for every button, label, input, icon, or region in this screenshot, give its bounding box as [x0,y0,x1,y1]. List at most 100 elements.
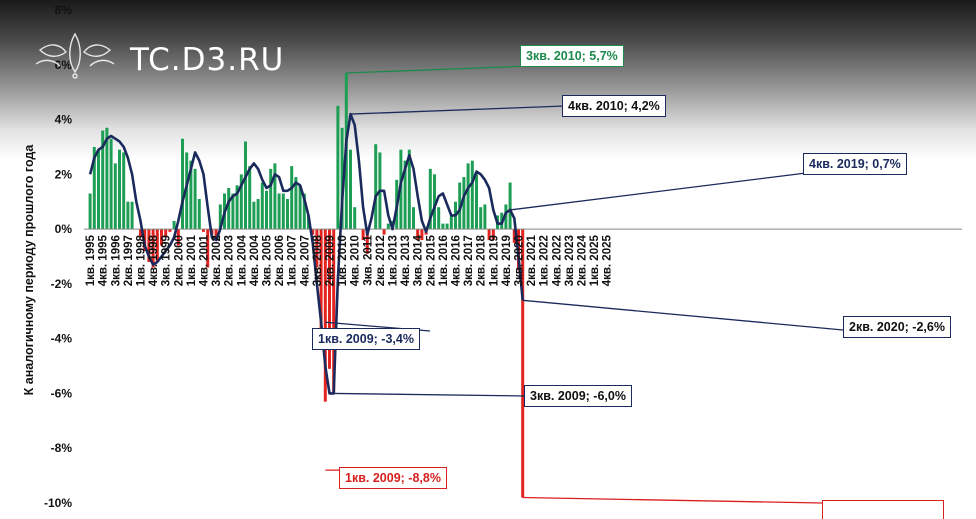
bar [126,202,129,229]
leader-line [346,66,530,73]
bar [278,194,281,230]
bar [387,224,390,229]
bar [248,166,251,229]
bar [261,183,264,230]
annotation-trend-1q2009: 1кв. 2009; -3,4% [312,328,420,350]
y-tick-label: 0% [55,222,73,236]
leaf-wreath-icon [30,28,120,88]
y-tick-label: 4% [55,113,73,127]
x-tick-label: 4кв. 2022 [551,235,563,286]
bar [286,199,289,229]
watermark-logo: TC.D3.RU [30,28,300,98]
annotation-trend-2019: 4кв. 2019; 0,7% [803,153,907,175]
x-tick-label: 4кв. 2016 [451,235,463,286]
x-tick-label: 1кв. 2007 [287,235,299,286]
bar [467,163,470,229]
bar [441,224,444,229]
y-tick-label: 8% [55,3,73,17]
y-tick-label: -8% [51,441,73,455]
x-tick-label: 1кв. 2004 [236,235,248,287]
bar [282,194,285,230]
y-tick-label: -6% [51,386,73,400]
y-tick-label: 2% [55,167,73,181]
x-tick-label: 1кв. 1998 [136,235,148,287]
x-tick-label: 1кв. 2022 [539,235,551,286]
x-tick-label: 1кв. 2001 [186,235,198,287]
bar [97,150,100,229]
bar [446,224,449,229]
bar [336,106,339,229]
leader-line [510,173,806,210]
bar [114,163,117,229]
bar [471,161,474,229]
bar [437,207,440,229]
bar [194,169,197,229]
bar [110,139,113,229]
x-tick-label: 1кв. 2016 [438,235,450,286]
annotation-trend-3q2009: 3кв. 2009; -6,0% [524,385,632,407]
y-axis-label: К аналогичному периоду прошлого года [22,144,36,396]
x-tick-label: 2кв. 1997 [123,235,135,286]
x-tick-label: 4кв. 2019 [501,235,513,286]
bar [173,221,176,229]
x-tick-label: 3кв. 2002 [211,235,223,286]
annotation-peak-2010: 3кв. 2010; 5,7% [520,45,624,67]
x-tick-label: 3кв. 2008 [312,235,324,287]
bar [483,204,486,229]
leader-line [334,393,526,396]
leader-line [523,498,822,503]
leader-line [351,106,566,114]
x-tick-label: 1кв. 2019 [488,235,500,286]
x-tick-label: 4кв. 2001 [199,235,211,287]
bar [227,188,230,229]
bar [265,191,268,229]
x-tick-label: 1кв. 2010 [337,235,349,286]
x-tick-label: 3кв. 2023 [564,235,576,286]
leader-line [523,300,843,330]
x-tick-label: 3кв. 2017 [463,235,475,286]
annotation-trend-2q2020: 2кв. 2020; -2,6% [843,316,951,338]
x-tick-label: 1кв. 2025 [589,235,601,287]
bar [450,215,453,229]
x-tick-label: 3кв. 1999 [161,235,173,286]
x-tick-label: 2кв. 2015 [425,235,437,287]
bar [244,141,247,229]
bar [181,139,184,229]
bar [252,202,255,229]
bar [122,152,125,229]
x-tick-label: 4кв. 2004 [249,235,261,287]
bar [269,169,272,229]
bar [412,207,415,229]
bar [509,183,512,230]
x-tick-label: 4кв. 1998 [148,235,160,287]
y-tick-label: -4% [51,332,73,346]
x-tick-label: 4кв. 1995 [98,235,110,287]
x-tick-label: 2кв. 2012 [375,235,387,286]
watermark-text: TC.D3.RU [130,42,284,78]
x-tick-label: 1кв. 1995 [85,235,97,287]
x-tick-label: 2кв. 2021 [526,235,538,287]
bar [89,194,92,230]
bar [118,150,121,229]
bar [290,166,293,229]
x-tick-label: 3кв. 2011 [362,234,374,285]
bar [198,199,201,229]
y-tick-label: -2% [51,277,73,291]
x-tick-label: 4кв. 2013 [400,235,412,286]
x-tick-label: 3кв. 2014 [413,235,425,287]
x-tick-label: 2кв. 2024 [577,235,589,287]
x-tick-label: 1кв. 2013 [388,235,400,286]
bar [131,202,134,229]
bar [257,199,260,229]
x-tick-label: 4кв. 2010 [350,235,362,286]
x-tick-label: 2кв. 2006 [274,235,286,286]
bar [383,229,386,234]
bar [349,150,352,229]
annotation-bar-1q2009: 1кв. 2009; -8,8% [339,467,447,489]
x-tick-label: 4кв. 2007 [299,235,311,286]
bar [374,144,377,229]
x-tick-label: 2кв. 2003 [224,235,236,286]
bar [475,174,478,229]
x-tick-label: 3кв. 2005 [262,235,274,287]
